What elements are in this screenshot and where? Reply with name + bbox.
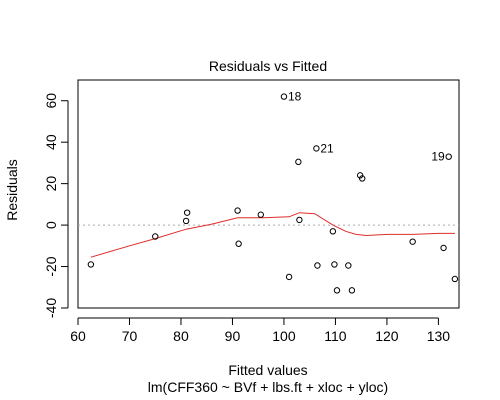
data-point [182, 217, 190, 225]
data-point [296, 216, 303, 224]
data-point [313, 145, 320, 152]
data-point [409, 238, 416, 245]
data-point [348, 287, 356, 294]
point-label: 18 [288, 90, 302, 104]
y-tick-label: -40 [43, 298, 59, 318]
y-tick-label: 60 [43, 93, 59, 109]
point-label: 19 [431, 150, 445, 164]
point-label: 21 [320, 141, 334, 155]
x-tick-label: 100 [272, 328, 296, 344]
data-point [314, 262, 321, 269]
data-point [234, 207, 241, 214]
data-point [359, 175, 366, 182]
data-point [285, 273, 293, 281]
x-tick-label: 60 [70, 328, 86, 344]
data-point [295, 158, 302, 166]
x-axis-label: Fitted values [228, 362, 307, 378]
plot-area: 60 70 80 90 100 110 120 130 -40 -20 0 20 40 60 18 21 19 [43, 79, 460, 344]
data-point [87, 261, 95, 268]
data-point [152, 233, 159, 240]
chart-subtitle: lm(CFF360 ~ BVf + lbs.ft + xloc + yloc) [148, 379, 388, 395]
smooth-line [90, 212, 455, 258]
x-tick-label: 80 [173, 328, 189, 344]
y-tick-label: 40 [43, 134, 59, 150]
chart-title: Residuals vs Fitted [209, 58, 327, 74]
x-tick-label: 120 [375, 328, 399, 344]
y-tick-label: 0 [43, 221, 59, 229]
data-point [445, 153, 452, 160]
x-tick-label: 110 [324, 328, 347, 344]
y-tick-label: -20 [43, 256, 59, 276]
data-point [333, 287, 341, 294]
y-axis-label: Residuals [4, 159, 20, 220]
data-point [440, 244, 447, 252]
data-point [331, 261, 338, 268]
plot-frame [77, 79, 460, 309]
data-point [235, 240, 242, 247]
y-tick-label: 20 [43, 176, 59, 192]
data-point [183, 209, 191, 216]
data-point [345, 262, 352, 269]
data-point [329, 228, 337, 235]
data-point [257, 211, 264, 218]
data-point [451, 275, 459, 283]
x-tick-label: 70 [122, 328, 138, 344]
x-tick-label: 130 [427, 328, 451, 344]
x-tick-label: 90 [225, 328, 241, 344]
data-point [280, 93, 288, 100]
